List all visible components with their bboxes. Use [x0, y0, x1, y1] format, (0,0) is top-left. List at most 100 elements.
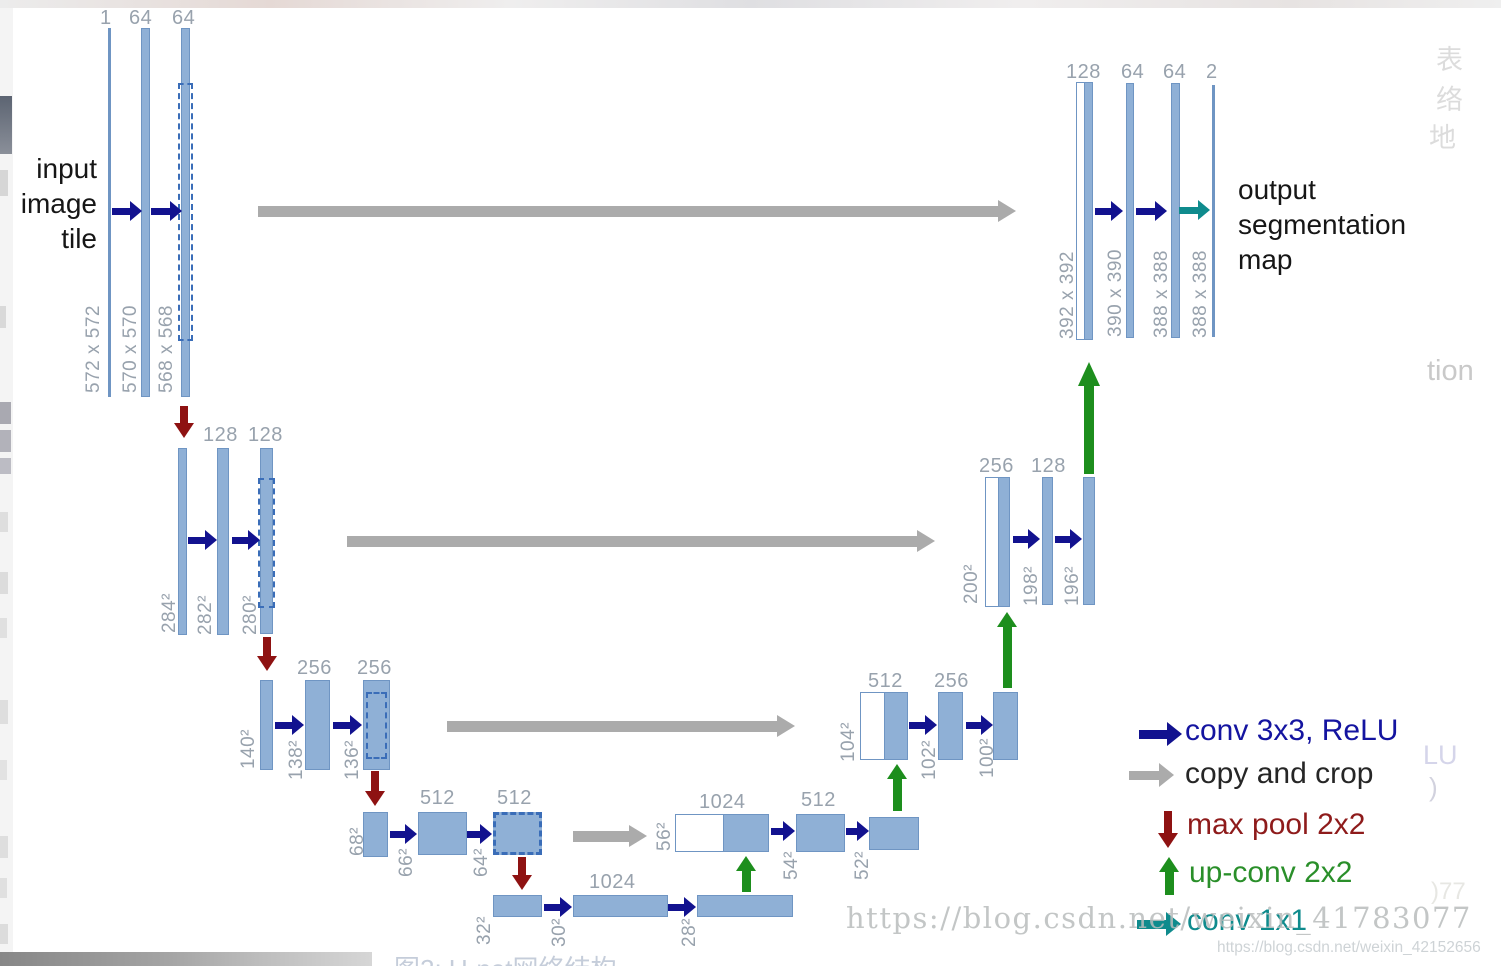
legend-copy-crop: copy and crop [1185, 757, 1374, 790]
conv-arrow [275, 715, 304, 735]
max-pool-arrow [257, 637, 277, 671]
top-edge-artifact [0, 0, 1501, 8]
channel-label: 128 [248, 424, 283, 446]
concat-feature-map-bar [985, 477, 1010, 607]
conv-3x3-legend-icon [1139, 722, 1182, 746]
size-label: 64² [471, 848, 492, 877]
copy-crop-arrow [347, 530, 935, 552]
size-label: 568 x 568 [156, 305, 177, 393]
feature-map-bar [363, 680, 390, 770]
crop-region [366, 692, 387, 759]
left-edge-fragment [0, 700, 8, 724]
channel-label: 256 [979, 455, 1014, 477]
conv-1x1-arrow [1179, 200, 1210, 220]
right-edge-ghost-text: 表 [1436, 45, 1463, 75]
channel-label: 256 [934, 670, 969, 692]
conv-arrow [112, 201, 142, 221]
channel-label: 64 [129, 7, 153, 29]
left-edge-fragment [0, 924, 8, 944]
size-label: 570 x 570 [120, 305, 141, 393]
feature-map-bar [141, 28, 150, 397]
copy-crop-legend-icon [1129, 763, 1174, 787]
left-edge-fragment [0, 572, 8, 594]
size-label: 28² [679, 918, 700, 947]
max-pool-arrow [511, 857, 532, 890]
feature-map-bar [1212, 85, 1215, 337]
feature-map-box-crop [493, 812, 542, 855]
copy-crop-arrow [258, 200, 1016, 222]
legend-up-conv: up-conv 2x2 [1189, 856, 1353, 889]
feature-map-box [418, 812, 467, 855]
conv-arrow [544, 897, 572, 917]
conv-arrow [771, 821, 795, 841]
conv-arrow [1095, 201, 1123, 221]
upconv-features-half [723, 815, 768, 851]
feature-map-bar [305, 680, 330, 770]
size-label: 388 x 388 [1151, 250, 1172, 338]
channel-label: 128 [1066, 61, 1101, 83]
size-label: 66² [396, 848, 417, 877]
channel-label: 64 [1163, 61, 1187, 83]
concat-feature-map-bar [1076, 82, 1093, 340]
right-edge-ghost-text: 地 [1429, 123, 1456, 153]
left-edge-fragment [0, 430, 11, 452]
size-label: 56² [654, 822, 675, 851]
figure-caption: 图2: U-net网络结构 [394, 949, 617, 966]
size-label: 136² [342, 739, 363, 780]
feature-map-box [493, 895, 542, 917]
right-edge-ghost-text: LU [1423, 740, 1458, 770]
feature-map-bar [260, 680, 273, 770]
size-label: 392 x 392 [1057, 251, 1078, 339]
size-label: 68² [347, 827, 368, 856]
feature-map-bar [938, 692, 963, 760]
max-pool-legend-icon [1157, 811, 1179, 848]
right-edge-ghost-text: ) [1429, 772, 1438, 802]
max-pool-arrow [173, 406, 194, 438]
left-edge-fragment [0, 836, 8, 858]
concat-feature-map-box [675, 814, 769, 852]
conv-arrow [390, 824, 417, 844]
feature-map-bar [178, 448, 187, 635]
conv-arrow [188, 530, 217, 550]
size-label: 390 x 390 [1105, 249, 1126, 337]
size-label: 200² [961, 563, 982, 604]
max-pool-arrow [365, 771, 385, 806]
legend-conv-1x1: conv 1x1 [1187, 904, 1308, 937]
feature-map-box [869, 817, 919, 850]
copied-features-half [986, 478, 998, 606]
channel-label: 512 [868, 670, 903, 692]
copy-crop-arrow [573, 825, 647, 847]
conv-arrow [151, 201, 182, 221]
size-label: 104² [838, 721, 859, 762]
channel-label: 1024 [699, 791, 746, 813]
size-label: 54² [781, 851, 802, 880]
conv-arrow [333, 715, 362, 735]
left-edge-fragment [0, 878, 7, 898]
left-edge-photo-fragment [0, 96, 12, 154]
channel-label: 512 [497, 787, 532, 809]
conv-arrow [1136, 201, 1167, 221]
left-edge-fragment [0, 618, 7, 638]
channel-label: 1 [100, 7, 112, 29]
channel-label: 128 [1031, 455, 1066, 477]
conv-arrow [1013, 529, 1040, 549]
right-edge-ghost-text: tion [1427, 355, 1474, 387]
conv-1x1-legend-icon [1137, 912, 1181, 936]
channel-label: 64 [172, 7, 196, 29]
feature-map-bar [108, 28, 111, 397]
crop-region [258, 478, 275, 608]
upconv-features-half [884, 693, 907, 759]
legend-max-pool: max pool 2x2 [1187, 808, 1366, 841]
feature-map-bar [1126, 83, 1134, 338]
concat-feature-map-bar [860, 692, 908, 760]
left-edge-fragment [0, 170, 8, 196]
size-label: 140² [238, 728, 259, 769]
watermark-url-small: https://blog.csdn.net/weixin_42152656 [1217, 939, 1481, 956]
left-edge-fragment [0, 512, 8, 532]
size-label: 388 x 388 [1190, 250, 1211, 338]
legend-conv-3x3: conv 3x3, ReLU [1185, 714, 1399, 747]
feature-map-bar [993, 692, 1018, 760]
feature-map-bar [217, 448, 229, 635]
up-conv-arrow [736, 856, 756, 892]
channel-label: 128 [203, 424, 238, 446]
